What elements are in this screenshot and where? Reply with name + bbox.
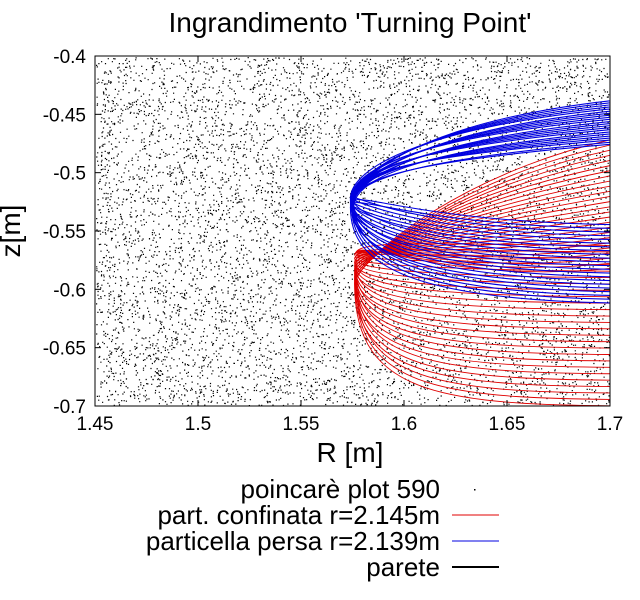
y-axis-label: z[m] xyxy=(0,205,26,258)
legend-label: poincarè plot 590 xyxy=(241,474,440,504)
lost-orbit-line xyxy=(350,143,610,226)
y-tick-label: -0.5 xyxy=(53,164,86,185)
y-tick-label: -0.45 xyxy=(43,105,86,126)
x-tick-label: 1.5 xyxy=(185,414,211,435)
lost-orbit-line xyxy=(352,131,610,248)
y-tick-label: -0.65 xyxy=(43,339,86,360)
x-tick-label: 1.65 xyxy=(489,414,526,435)
legend-label: part. confinata r=2.145m xyxy=(157,500,440,530)
plot-frame xyxy=(94,55,611,407)
lost-orbits xyxy=(349,100,610,304)
legend-label: parete xyxy=(366,552,440,582)
chart-title: Ingrandimento 'Turning Point' xyxy=(169,7,532,38)
legend-label: particella persa r=2.139m xyxy=(146,526,440,556)
y-tick-label: -0.6 xyxy=(53,280,86,301)
x-tick-label: 1.6 xyxy=(391,414,417,435)
x-tick-label: 1.55 xyxy=(283,414,320,435)
lost-orbit-line xyxy=(351,121,610,267)
x-tick-label: 1.7 xyxy=(597,414,623,435)
poincare-point-cloud xyxy=(96,57,611,407)
x-axis-label: R [m] xyxy=(317,437,384,468)
y-tick-label: -0.55 xyxy=(43,222,86,243)
poincare-points xyxy=(96,57,611,407)
confined-orbit-line xyxy=(354,237,610,285)
confined-orbit-line xyxy=(354,251,610,266)
lost-orbit-line xyxy=(349,100,610,304)
legend-swatch-point xyxy=(474,489,476,491)
y-tick-label: -0.7 xyxy=(53,397,86,418)
axis-ticks: 1.45 1.5 1.55 1.6 1.65 1.7 -0.4 -0.45 -0.5 -0.55 -… xyxy=(43,47,624,435)
x-tick-label: 1.45 xyxy=(77,414,114,435)
y-tick-label: -0.4 xyxy=(53,47,86,68)
